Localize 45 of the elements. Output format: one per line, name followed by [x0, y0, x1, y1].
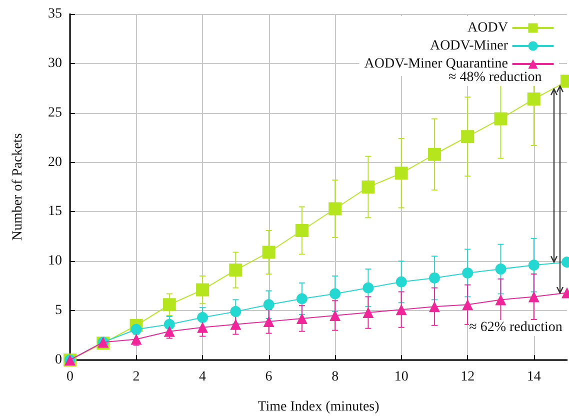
x-tick-label: 4 — [199, 370, 206, 384]
point — [462, 299, 474, 310]
point — [197, 312, 208, 323]
y-tick-label: 20 — [48, 154, 62, 170]
point — [394, 166, 408, 180]
y-axis-title: Number of Packets — [10, 133, 26, 241]
x-tick-label: 8 — [332, 370, 339, 384]
point — [295, 224, 308, 237]
point — [494, 112, 508, 126]
legend-label: AODV — [468, 20, 508, 36]
point — [396, 276, 407, 288]
point — [362, 282, 374, 294]
x-tick-label: 10 — [394, 370, 408, 384]
point — [528, 260, 540, 271]
y-tick-label: 5 — [55, 303, 62, 318]
point — [461, 130, 474, 144]
y-tick-label: 35 — [48, 6, 62, 22]
point — [495, 264, 506, 275]
point — [229, 264, 242, 277]
y-tick-label: 25 — [48, 105, 62, 120]
point — [230, 306, 242, 318]
x-tick-label: 12 — [460, 370, 475, 384]
y-tick-label: 0 — [55, 352, 62, 368]
point — [462, 268, 474, 279]
point — [262, 246, 276, 259]
legend-label: AODV-Miner Quarantine — [364, 56, 508, 72]
point — [196, 283, 210, 296]
point — [162, 298, 176, 312]
x-tick-label: 2 — [132, 370, 140, 384]
x-tick-label: 6 — [265, 370, 272, 384]
point — [328, 202, 342, 216]
x-tick-label: 14 — [526, 370, 541, 384]
point — [164, 318, 175, 330]
y-tick-label: 10 — [48, 254, 62, 269]
legend-label: AODV-Miner — [430, 38, 508, 54]
point — [527, 92, 540, 106]
y-tick-label: 15 — [48, 204, 62, 220]
annotation: ≈ 62% reduction — [469, 320, 562, 336]
x-tick-label: 0 — [66, 370, 74, 384]
x-axis-title: Time Index (minutes) — [258, 400, 380, 414]
point — [428, 272, 440, 284]
y-tick-label: 30 — [48, 56, 62, 71]
annotation: ≈ 48% reduction — [448, 70, 542, 86]
point — [428, 148, 441, 161]
point — [362, 180, 375, 194]
